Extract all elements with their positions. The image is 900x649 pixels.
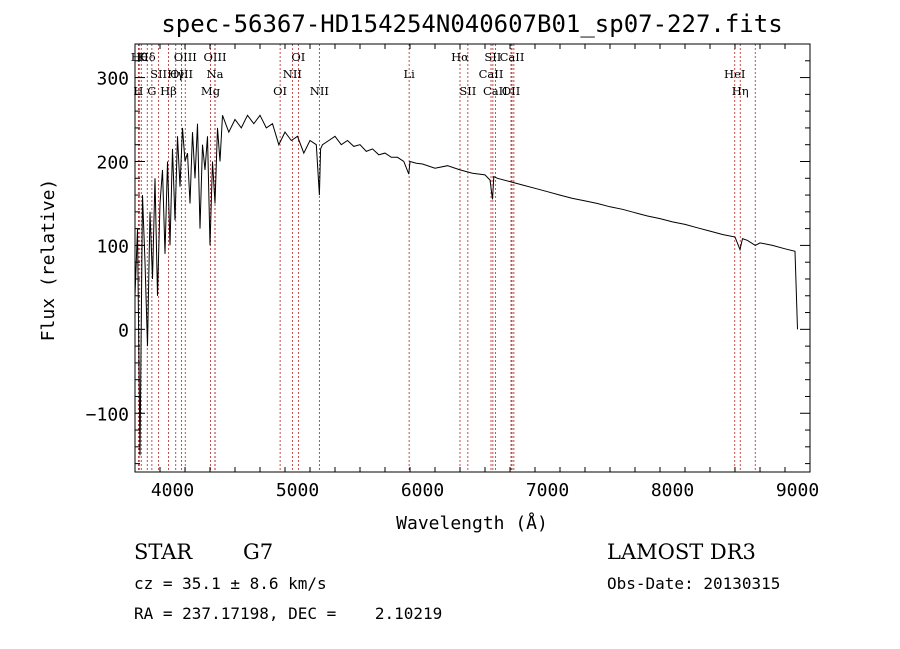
x-tick-label: 7000	[526, 480, 569, 501]
y-tick-label: 0	[118, 320, 129, 341]
x-tick-label: 6000	[401, 480, 444, 501]
plot-frame	[134, 43, 811, 473]
x-axis-title: Wavelength (Å)	[396, 512, 548, 534]
redshift-readout: cz = 35.1 ± 8.6 km/s	[134, 574, 327, 593]
line-label-26: CaII	[483, 84, 508, 98]
line-label-14: NII	[283, 67, 302, 81]
line-label-22: Mg	[201, 84, 221, 98]
line-label-18: Hη	[732, 84, 749, 98]
y-tick-label: 100	[96, 236, 129, 257]
emission-line-markers	[137, 44, 756, 472]
line-label-21: Hβ	[160, 84, 177, 98]
line-label-7: SII	[484, 50, 501, 64]
line-label-1: K	[137, 50, 146, 64]
object-class: STAR	[134, 540, 193, 564]
survey-name: LAMOST DR3	[607, 540, 756, 564]
line-label-23: OI	[273, 84, 287, 98]
line-label-4: OIII	[203, 50, 226, 64]
axis-tick-labels: 4000 5000 6000 7000 8000 9000 −100 0 100 200 300	[86, 69, 820, 501]
x-tick-label: 8000	[651, 480, 694, 501]
line-label-19: H	[133, 84, 143, 98]
line-label-17: OII	[502, 84, 521, 98]
observation-date: Obs-Date: 20130315	[607, 574, 781, 593]
chart-title: spec-56367-HD154254N040607B01_sp07-227.f…	[161, 10, 782, 38]
coordinates-readout: RA = 237.17198, DEC = 2.10219	[134, 604, 443, 623]
line-label-3: OIII	[174, 50, 197, 64]
flux-series-line	[134, 114, 798, 456]
x-tick-label: 9000	[776, 480, 819, 501]
line-label-8: CaII	[500, 50, 525, 64]
x-tick-label: 4000	[151, 480, 194, 501]
line-label-10: SII	[150, 67, 167, 81]
y-tick-label: −100	[86, 404, 129, 425]
line-label-16: CaII	[479, 67, 504, 81]
line-label-9: HeI	[724, 67, 745, 81]
axis-ticks	[134, 43, 811, 472]
line-label-6: Hα	[451, 50, 469, 64]
line-label-13: Na	[207, 67, 224, 81]
line-label-11: Hγ	[167, 67, 184, 81]
y-tick-label: 200	[96, 152, 129, 173]
line-label-12: OIII	[170, 67, 193, 81]
line-label-5: OI	[291, 50, 305, 64]
line-label-2: Hδ	[139, 50, 156, 64]
line-label-20: G	[147, 84, 156, 98]
line-label-24: NII	[310, 84, 329, 98]
y-axis-title: Flux (relative)	[38, 179, 59, 342]
y-tick-label: 300	[96, 69, 129, 90]
x-tick-label: 5000	[276, 480, 319, 501]
line-label-25: SII	[459, 84, 476, 98]
object-subclass: G7	[243, 540, 274, 564]
line-label-15: Li	[403, 67, 415, 81]
